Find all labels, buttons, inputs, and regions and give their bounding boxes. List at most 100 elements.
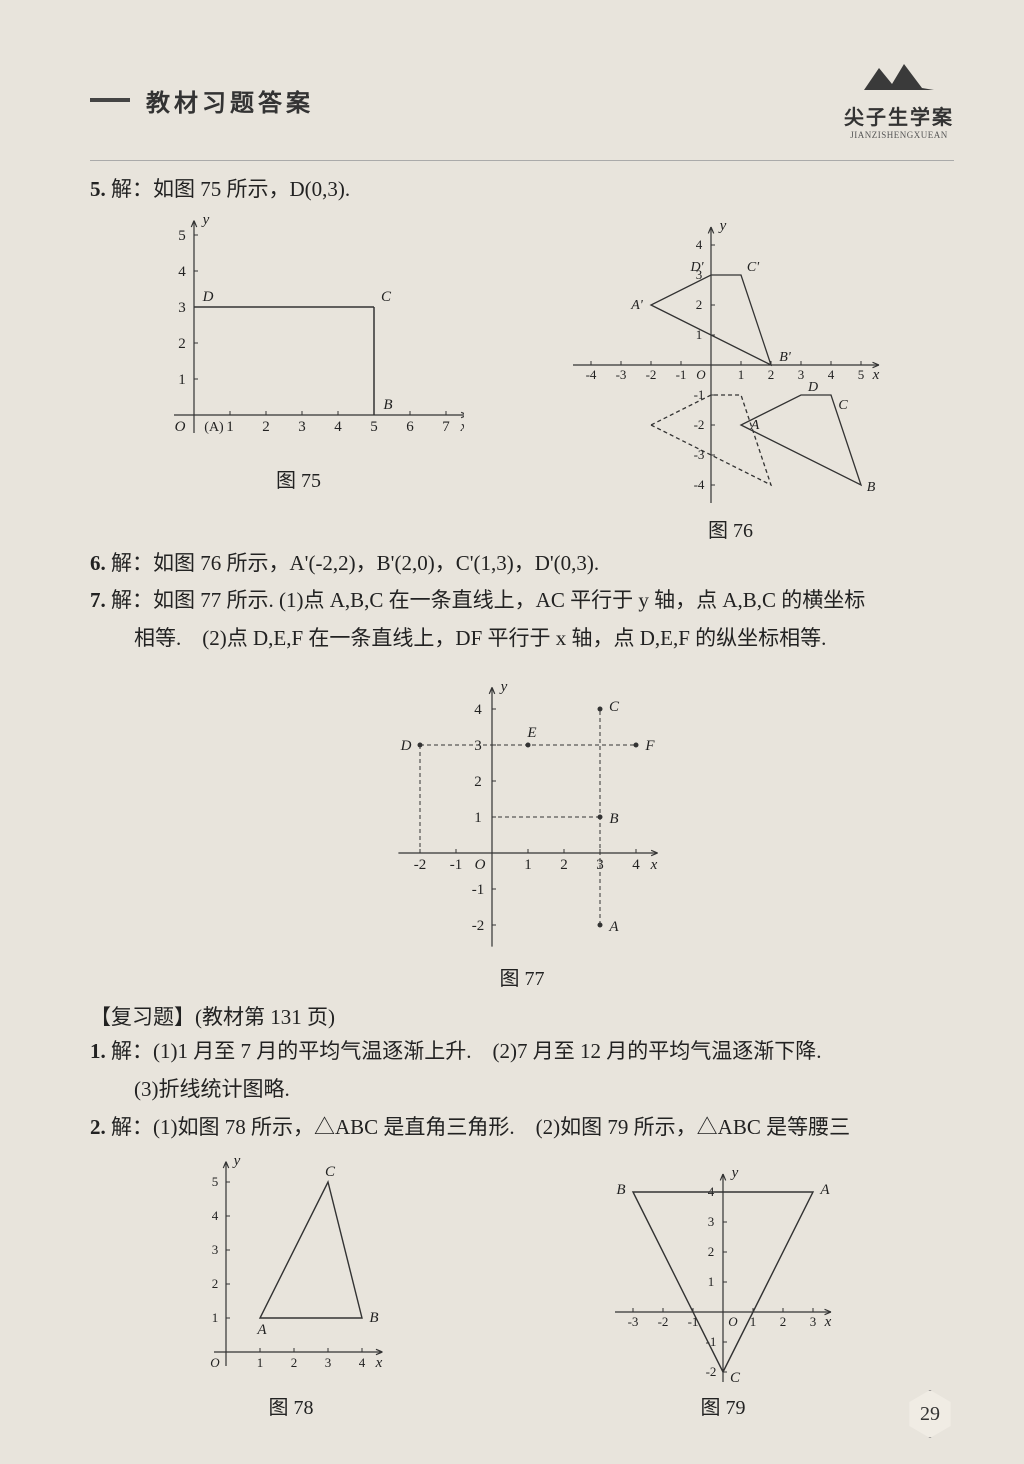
svg-text:4: 4 (474, 702, 482, 718)
problem-text: (3)折线统计图略. (134, 1077, 290, 1101)
problem-7: 7. 解：如图 77 所示. (1)点 A,B,C 在一条直线上，AC 平行于 … (90, 584, 954, 618)
svg-text:A': A' (630, 298, 644, 313)
svg-text:-2: -2 (693, 417, 704, 432)
svg-text:3: 3 (810, 1314, 817, 1329)
svg-text:-2: -2 (414, 857, 427, 873)
svg-text:B: B (616, 1182, 625, 1198)
svg-text:O: O (174, 419, 185, 435)
svg-text:B: B (866, 480, 875, 495)
problem-5: 5. 解：如图 75 所示，D(0,3). (90, 173, 954, 207)
svg-text:O: O (475, 857, 486, 873)
svg-text:3: 3 (212, 1242, 219, 1257)
svg-text:-3: -3 (615, 367, 626, 382)
svg-text:x: x (650, 857, 658, 873)
svg-text:3: 3 (325, 1355, 332, 1370)
page-header: 教材习题答案 尖子生学案 JIANZISHENGXUEAN (90, 60, 954, 140)
svg-text:x: x (871, 367, 879, 383)
figures-row-3: 123412345OxyABC 图 78 -3-2-1123-2-11234Ox… (90, 1152, 954, 1420)
title-bar: 教材习题答案 (90, 83, 314, 118)
svg-text:1: 1 (212, 1310, 219, 1325)
svg-text:5: 5 (857, 367, 864, 382)
svg-text:-1: -1 (450, 857, 463, 873)
problem-text: 解：如图 77 所示. (1)点 A,B,C 在一条直线上，AC 平行于 y 轴… (111, 588, 865, 612)
svg-text:4: 4 (632, 857, 640, 873)
svg-text:5: 5 (212, 1174, 219, 1189)
svg-text:2: 2 (262, 419, 270, 435)
svg-text:1: 1 (524, 857, 532, 873)
svg-text:1: 1 (737, 367, 744, 382)
svg-text:A: A (819, 1182, 830, 1198)
header-divider (90, 160, 954, 161)
svg-text:-1: -1 (675, 367, 686, 382)
svg-text:2: 2 (291, 1355, 298, 1370)
svg-text:3: 3 (797, 367, 804, 382)
svg-text:A: A (256, 1322, 267, 1338)
figure-76: -4-3-2-112345-4-3-2-11234OxyA'B'C'D'ABCD… (551, 215, 911, 543)
problem-number: 7. (90, 588, 106, 612)
svg-text:O: O (696, 367, 706, 382)
svg-text:x: x (375, 1355, 383, 1371)
svg-text:4: 4 (178, 264, 186, 280)
svg-text:7: 7 (442, 419, 450, 435)
figure-75-caption: 图 75 (134, 464, 464, 493)
svg-text:1: 1 (226, 419, 234, 435)
svg-text:B': B' (779, 350, 792, 365)
svg-text:1: 1 (178, 372, 186, 388)
svg-text:3: 3 (474, 738, 482, 754)
svg-text:2: 2 (708, 1244, 715, 1259)
svg-text:2: 2 (178, 336, 186, 352)
figure-77: -2-11234-2-11234OxyABCDEF 图 77 (362, 663, 682, 991)
problem-text: 相等. (2)点 D,E,F 在一条直线上，DF 平行于 x 轴，点 D,E,F… (134, 626, 826, 650)
svg-text:4: 4 (359, 1355, 366, 1370)
svg-text:F: F (644, 738, 655, 754)
figure-78-svg: 123412345OxyABC (186, 1152, 396, 1382)
svg-text:(A): (A) (204, 420, 224, 435)
svg-text:C: C (325, 1164, 336, 1180)
figure-79: -3-2-1123-2-11234OxyABC 图 79 (588, 1152, 858, 1420)
problem-number: 6. (90, 551, 106, 575)
svg-text:O: O (210, 1355, 220, 1370)
problem-text: 解：(1)如图 78 所示，△ABC 是直角三角形. (2)如图 79 所示，△… (111, 1115, 850, 1139)
figure-77-svg: -2-11234-2-11234OxyABCDEF (362, 663, 682, 953)
svg-text:3: 3 (708, 1214, 715, 1229)
svg-text:1: 1 (474, 810, 482, 826)
problem-7-cont: 相等. (2)点 D,E,F 在一条直线上，DF 平行于 x 轴，点 D,E,F… (90, 622, 954, 656)
svg-text:D: D (201, 289, 213, 305)
svg-text:C: C (730, 1370, 741, 1382)
svg-text:1: 1 (708, 1274, 715, 1289)
figure-78: 123412345OxyABC 图 78 (186, 1152, 396, 1420)
svg-text:C: C (609, 699, 620, 715)
svg-text:-4: -4 (585, 367, 596, 382)
svg-text:D: D (400, 738, 412, 754)
title-dash (90, 98, 130, 102)
problem-number: 5. (90, 177, 106, 201)
svg-text:-4: -4 (693, 477, 704, 492)
svg-text:5: 5 (370, 419, 378, 435)
svg-text:4: 4 (827, 367, 834, 382)
brand-name: 尖子生学案 (844, 101, 954, 130)
svg-text:2: 2 (212, 1276, 219, 1291)
svg-text:-3: -3 (628, 1314, 639, 1329)
problem-text: 解：(1)1 月至 7 月的平均气温逐渐上升. (2)7 月至 12 月的平均气… (111, 1039, 821, 1063)
svg-text:2: 2 (560, 857, 568, 873)
svg-text:E: E (526, 725, 536, 741)
svg-text:5: 5 (178, 228, 186, 244)
figure-76-caption: 图 76 (551, 514, 911, 543)
svg-text:B: B (369, 1310, 378, 1326)
review-2: 2. 解：(1)如图 78 所示，△ABC 是直角三角形. (2)如图 79 所… (90, 1111, 954, 1145)
svg-text:x: x (459, 419, 463, 435)
problem-6: 6. 解：如图 76 所示，A'(-2,2)，B'(2,0)，C'(1,3)，D… (90, 547, 954, 581)
figure-75-svg: 123456712345OxyDCB(A) (134, 215, 464, 455)
svg-text:2: 2 (474, 774, 482, 790)
svg-text:y: y (232, 1153, 241, 1169)
problem-number: 2. (90, 1115, 106, 1139)
svg-text:6: 6 (406, 419, 414, 435)
svg-text:-1: -1 (472, 882, 485, 898)
svg-text:C': C' (746, 260, 759, 275)
problem-number: 1. (90, 1039, 106, 1063)
problem-text: 解：如图 76 所示，A'(-2,2)，B'(2,0)，C'(1,3)，D'(0… (111, 551, 599, 575)
svg-text:4: 4 (334, 419, 342, 435)
svg-text:-2: -2 (645, 367, 656, 382)
review-1-cont: (3)折线统计图略. (90, 1073, 954, 1107)
svg-text:B: B (609, 811, 618, 827)
